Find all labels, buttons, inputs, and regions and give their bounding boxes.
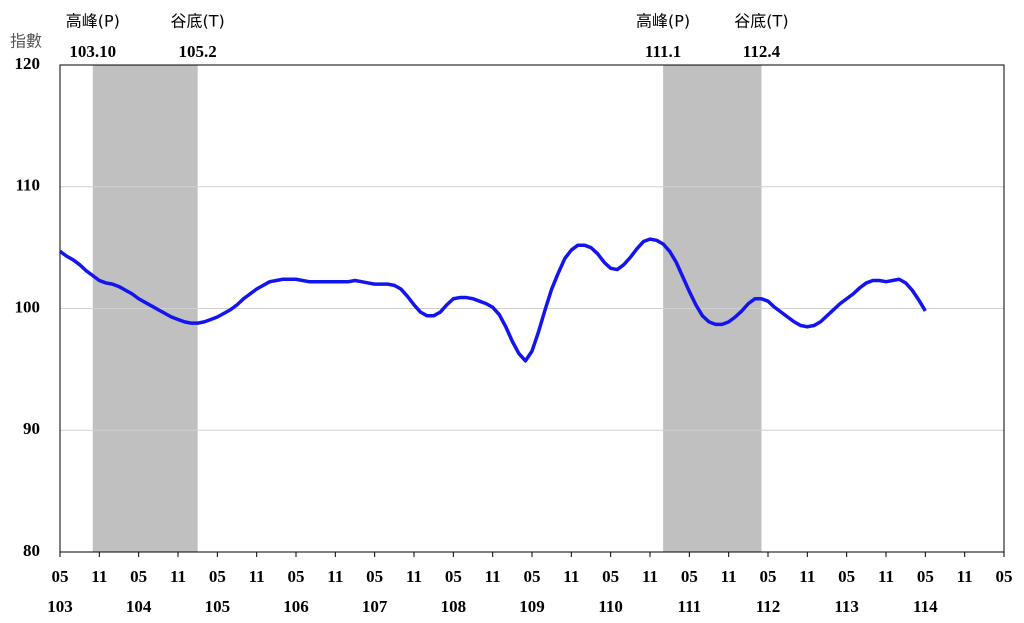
y-tick-label: 100	[15, 297, 41, 316]
x-tick-label: 05	[445, 567, 462, 586]
peak-label: 高峰(P)	[66, 12, 120, 31]
year-label: 111	[678, 597, 702, 616]
x-tick-label: 11	[721, 567, 737, 586]
peak-label: 高峰(P)	[636, 12, 690, 31]
y-tick-label: 80	[23, 541, 40, 560]
trough-date: 105.2	[179, 42, 217, 61]
year-label: 112	[756, 597, 781, 616]
x-tick-label: 11	[249, 567, 265, 586]
x-tick-label: 11	[485, 567, 501, 586]
x-tick-label: 05	[760, 567, 777, 586]
x-tick-label: 05	[52, 567, 69, 586]
year-label: 104	[126, 597, 152, 616]
x-tick-label: 11	[91, 567, 107, 586]
year-label: 114	[913, 597, 938, 616]
trough-label: 谷底(T)	[734, 12, 788, 31]
year-label: 113	[834, 597, 859, 616]
x-tick-label: 05	[130, 567, 147, 586]
x-tick-label: 05	[524, 567, 541, 586]
trough-label: 谷底(T)	[171, 12, 225, 31]
x-tick-label: 05	[366, 567, 383, 586]
y-axis-title: 指數	[10, 32, 42, 51]
index-line	[58, 237, 927, 363]
x-tick-label: 05	[681, 567, 698, 586]
peak-date: 111.1	[645, 42, 681, 61]
peak-date: 103.10	[69, 42, 116, 61]
year-label: 110	[598, 597, 623, 616]
x-tick-label: 11	[406, 567, 422, 586]
year-label: 109	[519, 597, 545, 616]
year-label: 105	[205, 597, 231, 616]
x-tick-label: 05	[602, 567, 619, 586]
year-label: 106	[283, 597, 309, 616]
y-tick-label: 110	[15, 176, 40, 195]
x-tick-label: 11	[642, 567, 658, 586]
x-tick-label: 11	[563, 567, 579, 586]
y-tick-label: 90	[23, 419, 40, 438]
x-tick-label: 05	[838, 567, 855, 586]
x-tick-label: 11	[799, 567, 815, 586]
x-tick-label: 11	[170, 567, 186, 586]
x-tick-label: 05	[996, 567, 1013, 586]
x-tick-label: 11	[878, 567, 894, 586]
x-tick-label: 11	[957, 567, 973, 586]
year-label: 107	[362, 597, 388, 616]
y-tick-label: 120	[15, 54, 41, 73]
trough-date: 112.4	[743, 42, 781, 61]
year-label: 103	[47, 597, 73, 616]
x-tick-label: 11	[327, 567, 343, 586]
x-tick-label: 05	[209, 567, 226, 586]
x-tick-label: 05	[288, 567, 305, 586]
x-tick-label: 05	[917, 567, 934, 586]
year-label: 108	[441, 597, 467, 616]
